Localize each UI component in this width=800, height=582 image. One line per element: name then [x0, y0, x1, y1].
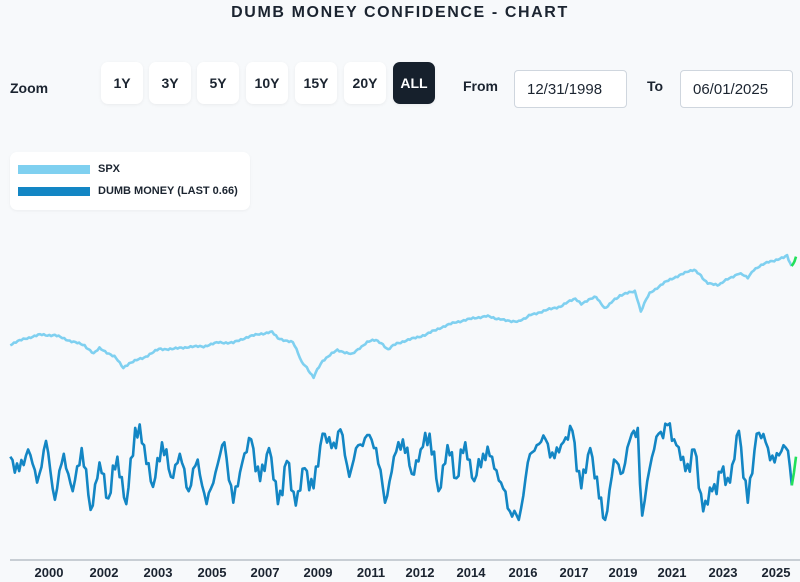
dumb-money-series: [9, 422, 798, 522]
legend-item-dumb-money[interactable]: DUMB MONEY (LAST 0.66): [18, 185, 238, 197]
zoom-3y-button[interactable]: 3Y: [149, 62, 191, 104]
x-tick-label: 2007: [251, 565, 280, 580]
x-tick-label: 2019: [609, 565, 638, 580]
zoom-label: Zoom: [10, 80, 49, 96]
zoom-10y-button[interactable]: 10Y: [246, 62, 288, 104]
x-tick-label: 2012: [406, 565, 435, 580]
legend: SPX DUMB MONEY (LAST 0.66): [10, 152, 250, 210]
spx-series: [9, 253, 798, 380]
legend-label-spx: SPX: [98, 163, 121, 175]
x-tick-label: 2014: [457, 565, 487, 580]
zoom-all-button[interactable]: ALL: [393, 62, 435, 104]
x-tick-label: 2016: [509, 565, 538, 580]
x-axis-ticks: 2000 2002 2003 2005 2007 2009 2011 2012 2014 2016…: [35, 565, 791, 580]
spx-latest-segment: [790, 256, 798, 267]
dumb-money-line: [9, 422, 794, 522]
zoom-5y-button[interactable]: 5Y: [197, 62, 239, 104]
x-tick-label: 2017: [560, 565, 589, 580]
legend-swatch-spx: [18, 164, 90, 174]
dumb-money-latest-segment: [790, 456, 798, 486]
from-date-input[interactable]: [514, 70, 627, 108]
to-date-input[interactable]: [680, 70, 793, 108]
zoom-20y-button[interactable]: 20Y: [344, 62, 386, 104]
x-tick-label: 2023: [709, 565, 738, 580]
x-tick-label: 2002: [90, 565, 119, 580]
x-tick-label: 2005: [198, 565, 227, 580]
to-label: To: [647, 78, 664, 94]
spx-line: [9, 253, 793, 380]
zoom-1y-button[interactable]: 1Y: [101, 62, 143, 104]
legend-item-spx[interactable]: SPX: [18, 163, 120, 175]
x-tick-label: 2000: [35, 565, 64, 580]
x-tick-label: 2021: [658, 565, 687, 580]
x-tick-label: 2003: [144, 565, 173, 580]
x-tick-label: 2025: [762, 565, 791, 580]
legend-swatch-dumb-money: [18, 186, 90, 196]
zoom-15y-button[interactable]: 15Y: [295, 62, 337, 104]
legend-label-dumb-money: DUMB MONEY (LAST 0.66): [98, 185, 238, 197]
chart-title: DUMB MONEY CONFIDENCE - CHART: [231, 4, 569, 21]
x-tick-label: 2009: [304, 565, 333, 580]
from-label: From: [463, 78, 498, 94]
x-tick-label: 2011: [357, 565, 385, 580]
